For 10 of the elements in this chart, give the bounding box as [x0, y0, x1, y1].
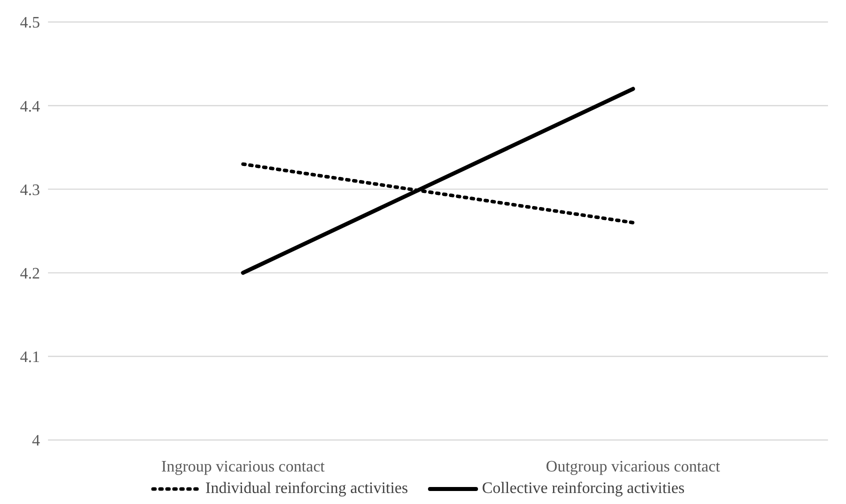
x-tick-label: Ingroup vicarious contact: [161, 458, 326, 476]
y-tick-label: 4.5: [20, 14, 40, 32]
y-tick-label: 4: [32, 432, 40, 450]
legend-label: Individual reinforcing activities: [205, 480, 408, 498]
y-tick-label: 4.1: [20, 349, 40, 366]
y-tick-label: 4.3: [20, 182, 40, 199]
x-tick-label: Outgroup vicarious contact: [546, 458, 721, 476]
legend-label: Collective reinforcing activities: [482, 480, 685, 498]
y-tick-label: 4.2: [20, 265, 40, 282]
y-tick-label: 4.4: [20, 98, 40, 116]
